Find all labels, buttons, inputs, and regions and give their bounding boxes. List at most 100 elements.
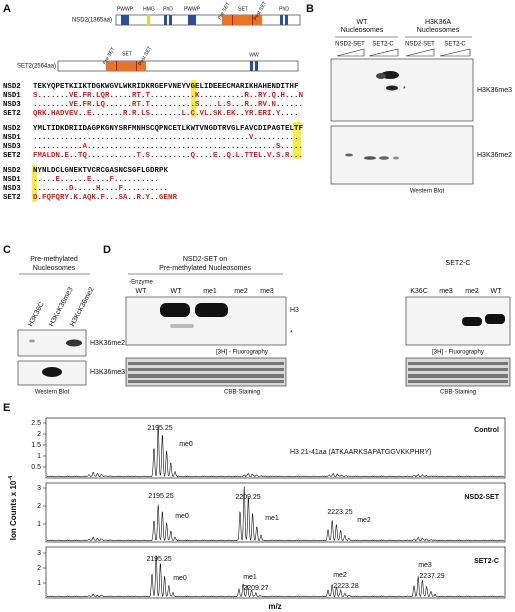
blot-label: H3K36me2 — [477, 152, 512, 159]
blot — [330, 125, 474, 185]
sequence-name: NSD2 — [3, 125, 21, 133]
peak-state: me1 — [243, 574, 257, 581]
sequence: ........VE.FR.LQ......RT.T..........S...… — [33, 101, 303, 109]
bands — [345, 153, 399, 160]
group-label: WT — [357, 19, 369, 26]
bands — [462, 314, 505, 326]
y-label: Ion Counts x 10 — [9, 480, 18, 540]
band — [42, 367, 62, 377]
lane-label: SET2-C — [444, 42, 466, 48]
peak-state: me3 — [418, 562, 432, 569]
sequence-name: SET2 — [3, 194, 21, 202]
group-label: H3K36A — [425, 19, 451, 26]
sequence-name: NSD1 — [3, 134, 21, 142]
lane-label: WT — [136, 288, 148, 295]
sequence-name: SET2 — [3, 152, 21, 160]
lane-label: WT — [491, 288, 503, 295]
y-tick-label: 2.5 — [31, 420, 41, 427]
sequence: ........................................… — [33, 134, 299, 142]
panel-label: A — [3, 3, 11, 15]
panel-label: B — [306, 3, 314, 15]
blot — [330, 58, 474, 122]
gel-bands — [128, 362, 284, 383]
lane-label: me2 — [234, 288, 248, 295]
y-tick-label: 2 — [37, 565, 41, 572]
domain-label: SET — [122, 51, 132, 57]
domain-label: SET — [238, 6, 248, 12]
lane-label: me3 — [439, 288, 453, 295]
domain-label: PhD — [279, 6, 289, 12]
lane-label: me3 — [260, 288, 274, 295]
peak-state: me1 — [265, 515, 279, 522]
peak-mass: 2195.25 — [147, 425, 172, 432]
method-label: CBB-Staining — [440, 390, 476, 396]
header: Pre-methylated Nucleosomes — [159, 265, 251, 272]
footer: Western Blot — [410, 189, 445, 195]
footer: Western Blot — [35, 390, 70, 396]
protein-name: SET2(2564aa) — [17, 64, 56, 70]
wedges — [336, 48, 471, 57]
asterisk: * — [290, 330, 293, 337]
band-label: H3 — [290, 307, 299, 314]
spectrum-trace — [46, 555, 504, 598]
peak-state: me2 — [333, 572, 347, 579]
method-label: [3H] - Fluorography — [216, 350, 268, 356]
peak-mass: 2223.25 — [327, 509, 352, 516]
peak-state: me0 — [179, 441, 193, 448]
sequence-name: SET2 — [3, 110, 21, 118]
blot-label: H3K36me3 — [90, 369, 125, 376]
set2-domain-bar — [57, 60, 299, 72]
header: NSD2-SET on — [183, 256, 227, 263]
y-axis-label: Ion Counts x 10-4 — [8, 475, 18, 540]
sequence: QRK.HADVEV..E.......R.R.LS.......L.C.VL.… — [33, 110, 299, 118]
blot-label: H3K36me3 — [477, 87, 512, 94]
bands — [160, 303, 228, 328]
header: SET2-C — [446, 260, 471, 267]
peptide-note: H3 21-41aa (ATKAARKSAPATGGVKKPHRY) — [290, 449, 431, 456]
lane-label: SET2-C — [372, 42, 394, 48]
y-tick-label: 1.5 — [31, 442, 41, 449]
plot-frame — [45, 417, 506, 479]
spectrum-title: Control — [474, 427, 499, 434]
group-label: Nucleosomes — [341, 27, 384, 34]
y-label-exp: -4 — [8, 475, 14, 481]
y-tick-label: 1 — [37, 521, 41, 528]
sequence-name: NSD3 — [3, 143, 21, 151]
peak-mass: 2209.25 — [235, 494, 260, 501]
band — [29, 339, 35, 343]
sequence: S.......VE.FR.LQR.....RT.T..........K...… — [33, 92, 303, 100]
bands — [376, 71, 399, 91]
y-tick-label: 3 — [37, 485, 41, 492]
y-tick-label: 1 — [37, 580, 41, 587]
header: Pre-methylated — [30, 256, 78, 263]
lane-label: NSD2-SET — [405, 42, 435, 48]
sequence-name: NSD2 — [3, 167, 21, 175]
svg-text:Ion Counts x 10-4: Ion Counts x 10-4 — [8, 475, 18, 540]
sequence: .....E......E....F.......... — [33, 176, 159, 184]
band — [66, 339, 82, 347]
spectrum-trace — [46, 424, 504, 478]
peak-mass: 2195.25 — [148, 493, 173, 500]
domain-label: PhD — [163, 6, 173, 12]
lane-label: K36C — [410, 288, 428, 295]
lane-label: me2 — [465, 288, 479, 295]
sequence: TEKYQPETKIIKTDGKWGVLWKRIDKRGEFVNEYVGELID… — [33, 83, 299, 91]
y-tick-label: 0.5 — [31, 464, 41, 471]
peak-mass: 2223.28 — [333, 583, 358, 590]
spectrum-title: SET2-C — [474, 558, 499, 565]
plot-frame — [45, 482, 506, 543]
y-tick-label: 2 — [37, 503, 41, 510]
sequence: FMALDN.E..TQ...........T.S.........Q....… — [33, 152, 303, 160]
sequence-name: NSD1 — [3, 176, 21, 184]
domain-label: PWWP — [184, 6, 201, 12]
domain-label: HMG — [143, 6, 155, 12]
lane-label: WT — [171, 288, 183, 295]
spectrum-title: NSD2-SET — [464, 494, 499, 501]
alignment: NSD2 TEKYQPETKIIKTDGKWGVLWKRIDKRGEFVNEYVG… — [3, 83, 303, 202]
sequence: NYNLDCLGNEKTVCRCGASNCSGFLGDRPK — [33, 167, 169, 175]
sequence: ........D.....H....F.......... — [33, 185, 168, 193]
asterisk: * — [403, 86, 406, 93]
x-axis-label: m/z — [268, 602, 281, 611]
panel-label: E — [3, 402, 10, 414]
